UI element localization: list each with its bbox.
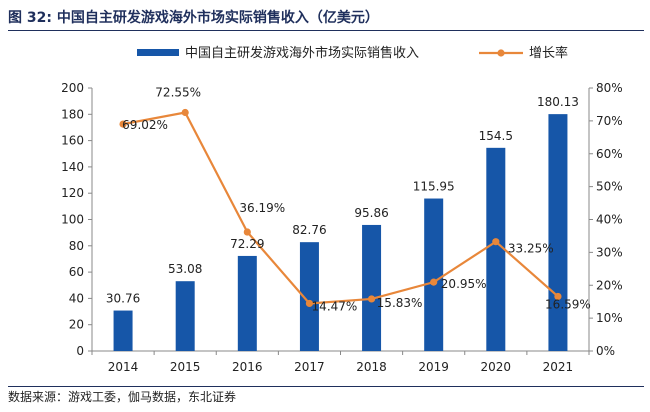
bar xyxy=(113,310,133,351)
line-point xyxy=(119,120,127,128)
bar-value-label: 115.95 xyxy=(413,180,455,194)
bar-series xyxy=(113,114,568,351)
line-point xyxy=(305,299,314,308)
line-point xyxy=(243,228,251,236)
right-tick-label: 60% xyxy=(596,147,623,161)
x-tick-label: 2018 xyxy=(356,360,387,374)
line-point xyxy=(367,295,376,303)
x-tick-label: 2017 xyxy=(294,360,325,374)
left-tick-label: 140 xyxy=(61,160,84,174)
left-tick-label: 20 xyxy=(69,318,84,332)
line-value-label: 33.25% xyxy=(508,242,554,256)
bar-value-label: 180.13 xyxy=(537,95,579,109)
bar xyxy=(486,147,506,351)
left-tick-label: 0 xyxy=(76,344,84,358)
line-point xyxy=(430,278,438,286)
left-tick-label: 120 xyxy=(61,186,84,200)
legend-line-label: 增长率 xyxy=(529,45,568,61)
right-tick-label: 50% xyxy=(596,180,623,194)
legend-line-marker xyxy=(497,49,505,57)
line-value-label: 16.59% xyxy=(545,297,591,311)
right-tick-label: 30% xyxy=(596,245,623,259)
x-tick-label: 2021 xyxy=(543,360,574,374)
left-tick-label: 180 xyxy=(61,107,84,121)
x-tick-label: 2019 xyxy=(418,360,449,374)
bar-value-label: 53.08 xyxy=(168,262,202,276)
bar-value-label: 154.5 xyxy=(479,129,513,143)
line-series xyxy=(119,108,562,308)
bar xyxy=(424,198,444,351)
bar xyxy=(237,255,257,351)
x-tick-label: 2015 xyxy=(170,360,201,374)
bar xyxy=(175,281,195,351)
x-tick-label: 2020 xyxy=(481,360,512,374)
chart-legend: 中国自主研发游戏海外市场实际销售收入 增长率 xyxy=(137,45,568,61)
left-tick-label: 200 xyxy=(61,81,84,95)
bar-value-label: 95.86 xyxy=(354,206,388,220)
left-tick-label: 40 xyxy=(69,291,84,305)
x-tick-label: 2014 xyxy=(108,360,139,374)
chart-axes: 0 20 40 60 80 100 120 140 160 180 200 0% 10% 20% 30% 40… xyxy=(61,81,623,374)
line-value-label: 15.83% xyxy=(377,296,423,310)
line-point xyxy=(554,292,562,301)
data-labels: 30.76 53.08 72.29 82.76 95.86 115.95 154.5 180.… xyxy=(106,85,591,313)
right-tick-label: 40% xyxy=(596,213,623,227)
line-value-label: 20.95% xyxy=(441,277,487,291)
right-tick-label: 0% xyxy=(596,344,615,358)
bar xyxy=(548,114,568,351)
x-tick-label: 2016 xyxy=(232,360,263,374)
left-tick-label: 80 xyxy=(69,239,84,253)
figure-source: 数据来源：游戏工委，伽马数据，东北证券 xyxy=(8,386,644,407)
bar-value-label: 30.76 xyxy=(106,292,140,306)
left-tick-label: 60 xyxy=(69,265,84,279)
line-value-label: 14.47% xyxy=(312,299,358,313)
left-tick-label: 100 xyxy=(61,213,84,227)
line-point xyxy=(181,108,189,117)
line-value-label: 36.19% xyxy=(239,201,285,215)
right-tick-label: 10% xyxy=(596,311,623,325)
bar-value-label: 82.76 xyxy=(292,223,326,237)
left-tick-label: 160 xyxy=(61,134,84,148)
growth-line xyxy=(122,111,559,305)
figure-title: 图 32: 中国自主研发游戏海外市场实际销售收入（亿美元） xyxy=(8,6,644,31)
right-tick-label: 70% xyxy=(596,114,623,128)
legend-bar-swatch xyxy=(137,49,179,56)
right-tick-label: 80% xyxy=(596,81,623,95)
line-point xyxy=(492,238,500,246)
line-value-label: 69.02% xyxy=(122,118,168,132)
right-tick-label: 20% xyxy=(596,278,623,292)
line-value-label: 72.55% xyxy=(155,85,201,99)
bar xyxy=(299,242,319,351)
bar xyxy=(362,224,382,351)
legend-bar-label: 中国自主研发游戏海外市场实际销售收入 xyxy=(185,45,419,61)
bar-value-label: 72.29 xyxy=(230,237,264,251)
